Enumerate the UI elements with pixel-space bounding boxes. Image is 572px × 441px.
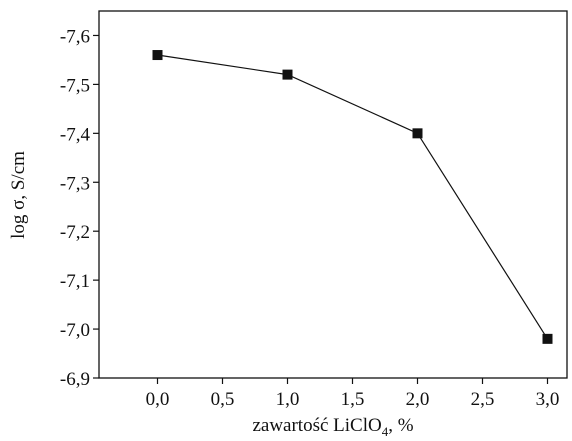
data-markers [152,50,553,344]
y-axis-ticks: -7,6 -7,5 -7,4 -7,3 -7,2 -7,1 -7,0 -6,9 [60,26,99,390]
x-tick-label: 1,0 [276,389,300,410]
y-tick-label: -7,2 [60,222,90,243]
x-tick-label: 2,5 [471,389,495,410]
x-axis-title-main: zawartość LiClO [252,415,381,436]
x-tick-label: 3,0 [536,389,560,410]
y-axis-title: log σ, S/cm [8,151,29,239]
x-axis-title-suffix: , % [388,415,414,436]
data-point [282,69,293,80]
x-tick-label: 0,0 [146,389,170,410]
data-point [412,128,423,139]
series-line [157,54,549,340]
y-tick-label: -6,9 [60,369,90,390]
x-axis-ticks: 0,0 0,5 1,0 1,5 2,0 2,5 3,0 [146,378,560,410]
y-tick-label: -7,0 [60,320,90,341]
data-point [542,333,553,344]
y-tick-label: -7,5 [60,75,90,96]
x-tick-label: 2,0 [406,389,430,410]
y-tick-label: -7,3 [60,173,90,194]
y-tick-label: -7,6 [60,26,90,47]
plot-frame [98,10,568,379]
x-axis-title: zawartość LiClO4, % [252,415,413,439]
y-tick-label: -7,4 [60,124,91,145]
data-point [152,50,163,61]
x-axis-title-subscript: 4 [382,424,389,439]
x-tick-label: 1,5 [341,389,365,410]
x-tick-label: 0,5 [211,389,235,410]
y-tick-label: -7,1 [60,271,90,292]
